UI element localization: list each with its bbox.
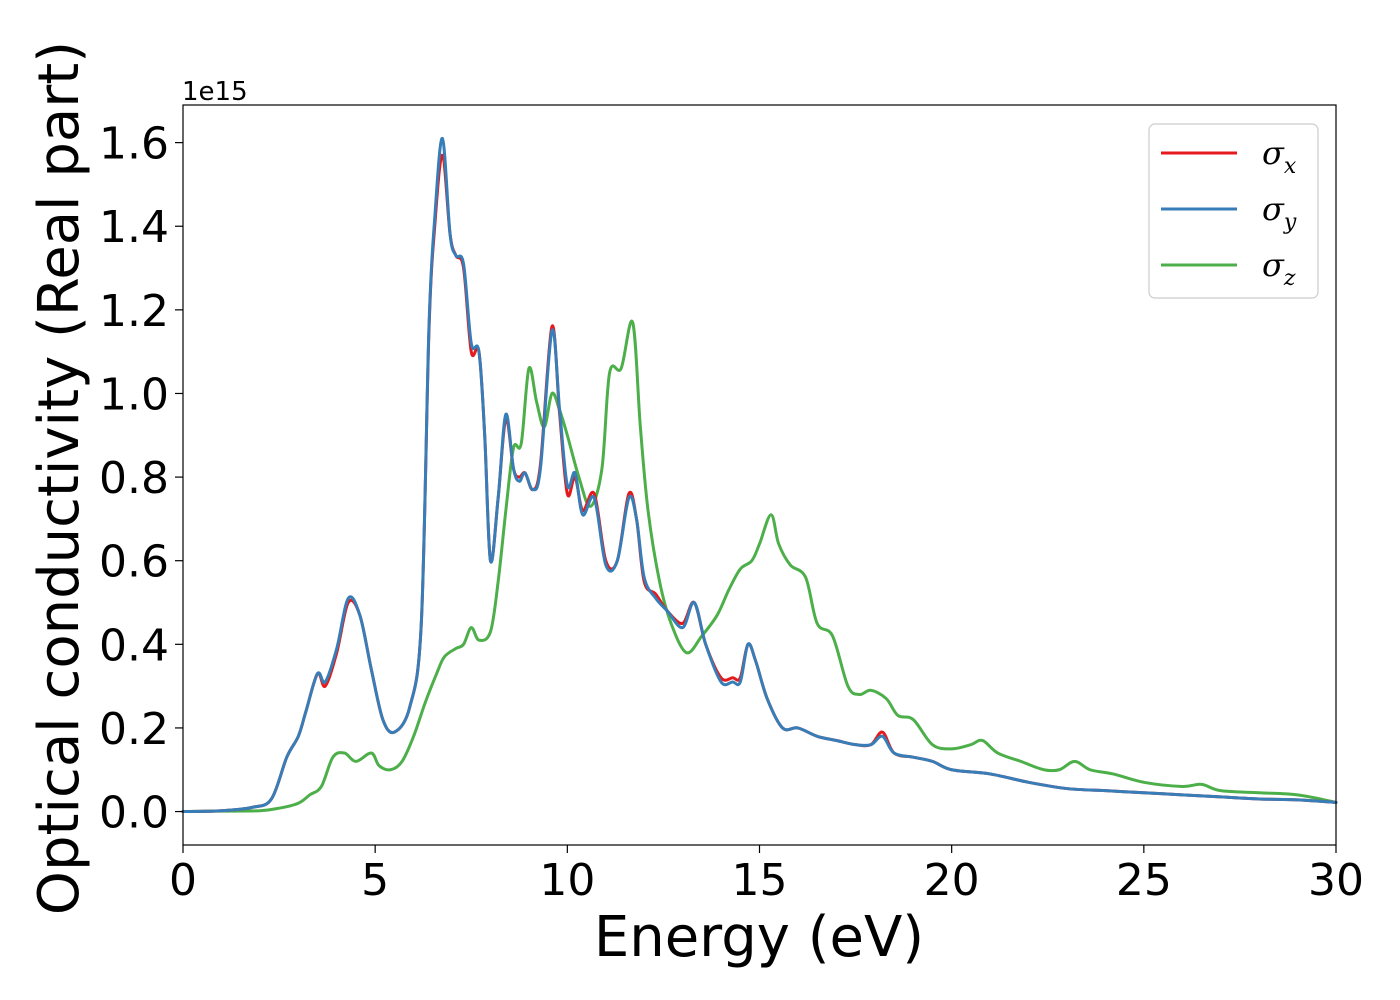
x-tick-label: 25 [1116,855,1172,906]
x-tick-label: 15 [732,855,788,906]
legend-label-z: σz [1262,246,1296,291]
x-axis-title: Energy (eV) [594,905,924,970]
legend-label-y: σy [1262,190,1297,235]
series-line-z [181,319,1338,814]
y-tick-label: 0.6 [99,537,169,588]
x-axis: 0 5 10 15 20 25 30 [169,845,1364,906]
y-offset-label: 1e15 [182,77,248,107]
series-line-y [181,136,1338,814]
x-tick-label: 20 [924,855,980,906]
y-axis-title: Optical conductivity (Real part) [27,41,92,915]
y-tick-label: 0.2 [99,704,169,755]
legend-label-x: σx [1262,134,1297,179]
y-tick-label: 0.0 [99,788,169,839]
y-tick-label: 1.6 [99,119,169,170]
y-tick-label: 1.2 [99,286,169,337]
x-tick-label: 0 [169,855,197,906]
y-tick-label: 0.8 [99,453,169,504]
x-tick-label: 30 [1308,855,1364,906]
x-tick-label: 5 [361,855,389,906]
legend-box [1148,123,1319,299]
y-axis: 0.0 0.2 0.4 0.6 0.8 1.0 1.2 1.4 1.6 [99,119,183,839]
y-tick-label: 1.0 [99,369,169,420]
y-tick-label: 0.4 [99,620,169,671]
y-tick-label: 1.4 [99,202,169,253]
series-layer [181,136,1338,814]
x-tick-label: 10 [539,855,595,906]
legend: σx σy σz [1148,123,1319,299]
